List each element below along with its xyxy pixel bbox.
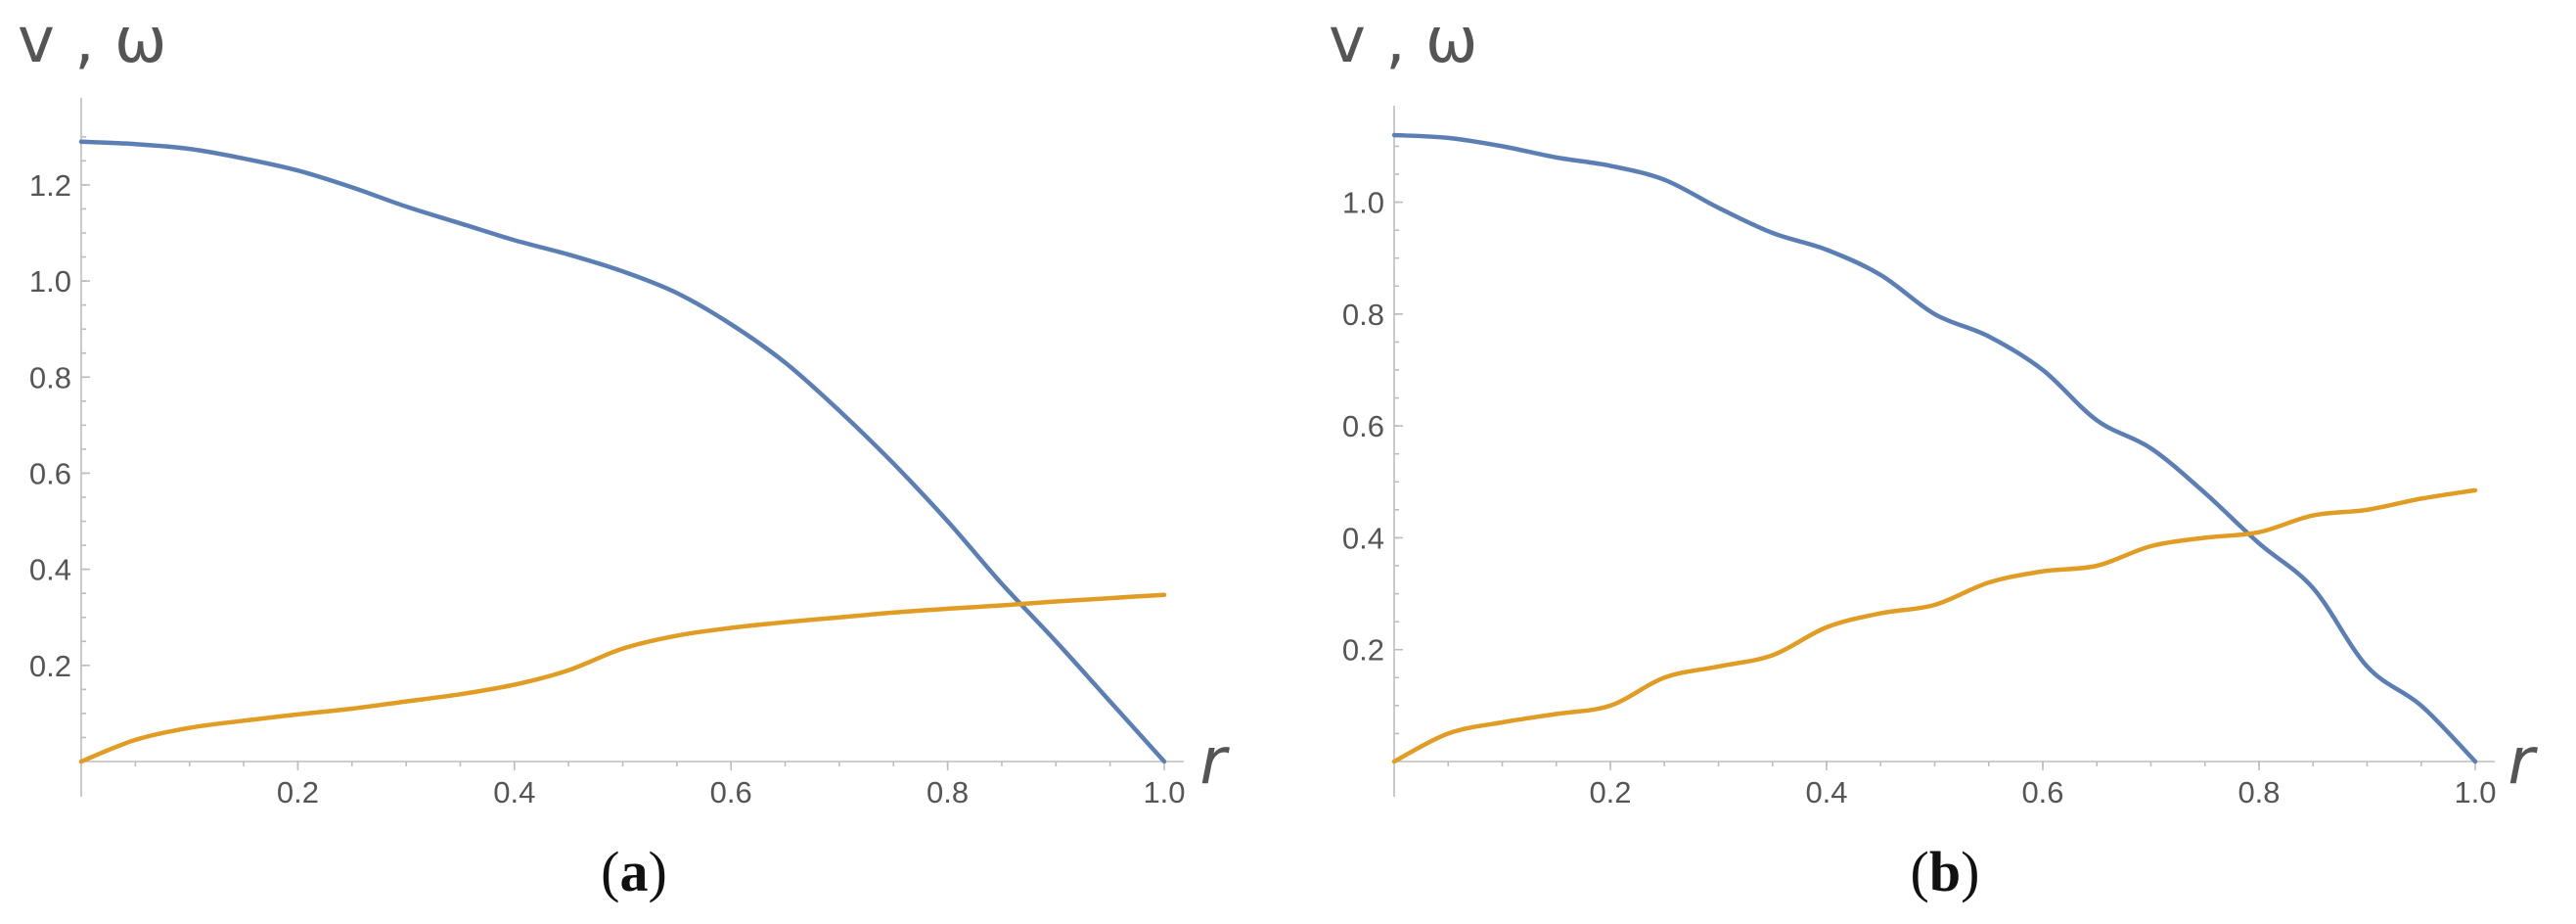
series-v-line bbox=[78, 139, 1167, 764]
x-tick-label: 0.4 bbox=[493, 775, 535, 809]
x-tick-label: 0.6 bbox=[2021, 775, 2063, 809]
x-tick-label: 0.2 bbox=[1589, 775, 1631, 809]
caption-open-paren: ( bbox=[1911, 840, 1929, 903]
series-v-line bbox=[1391, 132, 2478, 764]
caption-letter: a bbox=[620, 840, 649, 903]
panel-caption: (a) bbox=[601, 840, 667, 903]
x-tick-label: 0.6 bbox=[710, 775, 752, 809]
y-tick-label: 1.2 bbox=[29, 168, 71, 203]
y-tick-label: 0.4 bbox=[1342, 521, 1384, 555]
x-tick-label: 1.0 bbox=[2454, 775, 2496, 809]
y-tick-label: 0.2 bbox=[29, 649, 71, 683]
y-axis-title: v , ω bbox=[1329, 5, 1478, 77]
chart-panel-a: 0.2 0.4 0.6 0.8 1.0 0.2 0.4 0.6 0.8 1.0 1.2 v , ω r (… bbox=[18, 5, 1230, 903]
series-omega-line bbox=[78, 592, 1167, 764]
panel-caption: (b) bbox=[1911, 840, 1980, 903]
series-omega-line bbox=[1391, 487, 2478, 764]
y-tick-label: 0.8 bbox=[29, 360, 71, 394]
x-tick-label: 0.2 bbox=[277, 775, 319, 809]
y-tick-label: 0.2 bbox=[1342, 633, 1384, 668]
y-axis-title: v , ω bbox=[18, 5, 167, 77]
y-tick-label: 0.4 bbox=[29, 553, 71, 587]
chart-panel-b: 0.2 0.4 0.6 0.8 1.0 0.2 0.4 0.6 0.8 1.0 v , ω r (b) bbox=[1329, 5, 2538, 903]
y-tick-label: 0.8 bbox=[1342, 298, 1384, 332]
x-tick-label: 0.8 bbox=[926, 775, 969, 809]
caption-close-paren: ) bbox=[1961, 840, 1979, 903]
y-tick-label: 1.0 bbox=[29, 264, 71, 299]
caption-open-paren: ( bbox=[601, 840, 619, 903]
y-tick-label: 0.6 bbox=[29, 456, 71, 490]
x-tick-label: 0.4 bbox=[1805, 775, 1847, 809]
caption-letter: b bbox=[1929, 840, 1961, 903]
x-axis-title: r bbox=[2508, 723, 2538, 799]
x-tick-label: 1.0 bbox=[1143, 775, 1185, 809]
x-tick-label: 0.8 bbox=[2237, 775, 2280, 809]
caption-close-paren: ) bbox=[649, 840, 667, 903]
y-tick-label: 0.6 bbox=[1342, 409, 1384, 443]
y-tick-label: 1.0 bbox=[1342, 186, 1384, 220]
x-axis-title: r bbox=[1199, 723, 1230, 799]
